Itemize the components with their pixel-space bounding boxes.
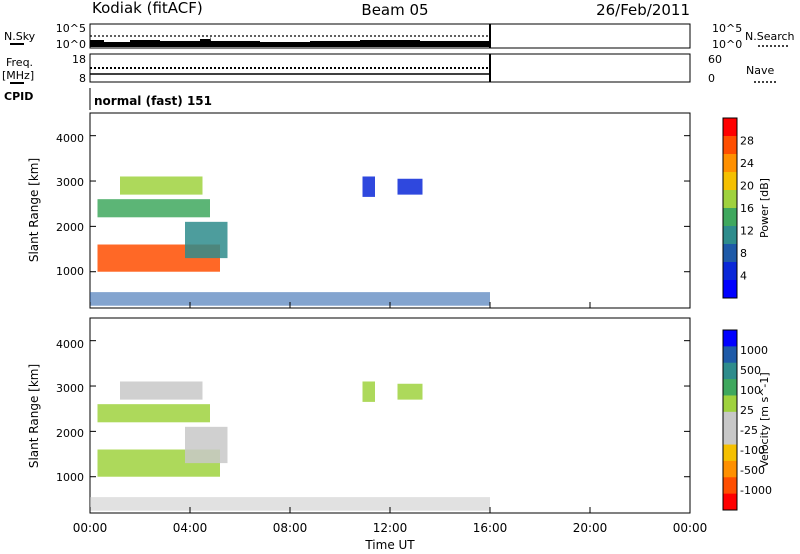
x-axis-label: Time UT [364, 538, 415, 552]
x-tick-0: 00:00 [73, 521, 108, 535]
date-title: 26/Feb/2011 [596, 1, 690, 19]
velocity-echo-region-3 [185, 426, 228, 464]
power-colorbar-tick-3: 16 [740, 202, 754, 215]
velocity-colorbar-swatch-5 [723, 411, 737, 429]
x-tick-5: 20:00 [573, 521, 608, 535]
power-panel: Slant Range [km] 1000 2000 3000 4000 [27, 112, 691, 309]
velocity-colorbar-swatch-1 [723, 346, 737, 364]
x-tick-2: 08:00 [273, 521, 308, 535]
power-ylabel: Slant Range [km] [27, 158, 41, 262]
power-echo-region-3 [185, 221, 228, 259]
nsearch-tick-top: 10^5 [712, 22, 742, 35]
nave-tick-bottom: 0 [708, 72, 715, 85]
power-colorbar-swatch-4 [723, 190, 737, 209]
velocity-colorbar-tick-1: 500 [740, 364, 761, 377]
velocity-colorbar-swatch-3 [723, 379, 737, 396]
power-colorbar-tick-0: 28 [740, 135, 754, 148]
power-colorbar-tick-5: 8 [740, 247, 747, 260]
velocity-colorbar-swatch-9 [723, 477, 737, 495]
nsky-tick-bottom: 10^0 [56, 38, 86, 51]
freq-tick-top: 18 [72, 53, 86, 66]
velocity-echo-region-5 [397, 383, 423, 400]
power-colorbar-swatch-0 [723, 118, 737, 137]
power-colorbar-swatch-7 [723, 244, 737, 263]
velocity-echo-region-1 [120, 381, 203, 400]
beam-title: Beam 05 [361, 1, 428, 19]
velocity-colorbar-tick-2: 100 [740, 384, 761, 397]
velocity-panel: Slant Range [km] 1000 2000 3000 4000 [27, 317, 691, 514]
velocity-colorbar-tick-3: 25 [740, 404, 754, 417]
x-tick-4: 16:00 [473, 521, 508, 535]
cpid-label: CPID [4, 90, 33, 103]
nsearch-label: N.Search [745, 30, 795, 43]
velocity-colorbar-swatch-7 [723, 444, 737, 462]
power-ytick-3000: 3000 [56, 176, 84, 189]
velocity-colorbar-tick-7: -1000 [740, 484, 772, 497]
power-colorbar-swatch-3 [723, 172, 737, 191]
velocity-colorbar-swatch-6 [723, 428, 737, 446]
power-echo-region-4 [362, 176, 375, 197]
power-ytick-4000: 4000 [56, 132, 84, 145]
velocity-colorbar-tick-5: -100 [740, 444, 765, 457]
velocity-echo-region-0 [97, 404, 210, 423]
power-echo-region-5 [397, 178, 423, 195]
velocity-colorbar-tick-0: 1000 [740, 344, 768, 357]
velocity-ytick-2000: 2000 [56, 427, 84, 440]
x-tick-6: 00:00 [673, 521, 708, 535]
power-colorbar-tick-2: 20 [740, 180, 754, 193]
power-colorbar-swatch-8 [723, 262, 737, 281]
power-colorbar-tick-4: 12 [740, 225, 754, 238]
freq-unit-label: [MHz] [2, 69, 34, 82]
velocity-colorbar-label: Velocity [m s^-1] [758, 372, 771, 467]
nave-tick-top: 60 [708, 53, 722, 66]
power-colorbar-tick-6: 4 [740, 270, 747, 283]
velocity-ylabel: Slant Range [km] [27, 364, 41, 468]
velocity-colorbar-tick-6: -500 [740, 464, 765, 477]
power-colorbar-swatch-9 [723, 280, 737, 299]
nsearch-tick-bottom: 10^0 [712, 38, 742, 51]
velocity-colorbar-swatch-0 [723, 330, 737, 347]
velocity-ytick-1000: 1000 [56, 471, 84, 484]
power-colorbar-swatch-5 [723, 208, 737, 227]
velocity-colorbar-swatch-2 [723, 362, 737, 380]
velocity-colorbar-swatch-4 [723, 395, 737, 413]
power-ytick-1000: 1000 [56, 265, 84, 278]
cpid-value: normal (fast) 151 [94, 94, 212, 108]
x-tick-1: 04:00 [173, 521, 208, 535]
velocity-echo-region-4 [362, 381, 375, 402]
freq-tick-bottom: 8 [79, 72, 86, 85]
power-colorbar-swatch-1 [723, 136, 737, 155]
nave-label: Nave [746, 64, 774, 77]
power-colorbar: 28 24 20 16 12 8 4 Power [dB] [722, 117, 771, 299]
power-colorbar-swatch-6 [723, 226, 737, 245]
nsky-trace [90, 36, 490, 47]
power-colorbar-swatch-2 [723, 154, 737, 173]
station-title: Kodiak (fitACF) [92, 0, 203, 17]
velocity-colorbar-swatch-8 [723, 460, 737, 478]
nsky-label: N.Sky [4, 30, 36, 43]
velocity-ytick-3000: 3000 [56, 382, 84, 395]
velocity-colorbar: 1000 500 100 25 -25 -100 -500 -1000 Velocity [m… [722, 329, 772, 511]
power-echo-region-1 [120, 176, 203, 195]
power-colorbar-label: Power [dB] [758, 178, 771, 238]
power-ytick-2000: 2000 [56, 221, 84, 234]
power-echo-region-0 [97, 199, 210, 218]
power-colorbar-tick-1: 24 [740, 157, 754, 170]
velocity-ytick-4000: 4000 [56, 338, 84, 351]
x-axis: 00:00 04:00 08:00 12:00 16:00 20:00 00:0… [73, 521, 708, 552]
x-tick-3: 12:00 [373, 521, 408, 535]
velocity-colorbar-tick-4: -25 [740, 424, 758, 437]
freq-label: Freq. [6, 56, 33, 69]
nsky-tick-top: 10^5 [56, 22, 86, 35]
velocity-colorbar-swatch-10 [723, 493, 737, 511]
